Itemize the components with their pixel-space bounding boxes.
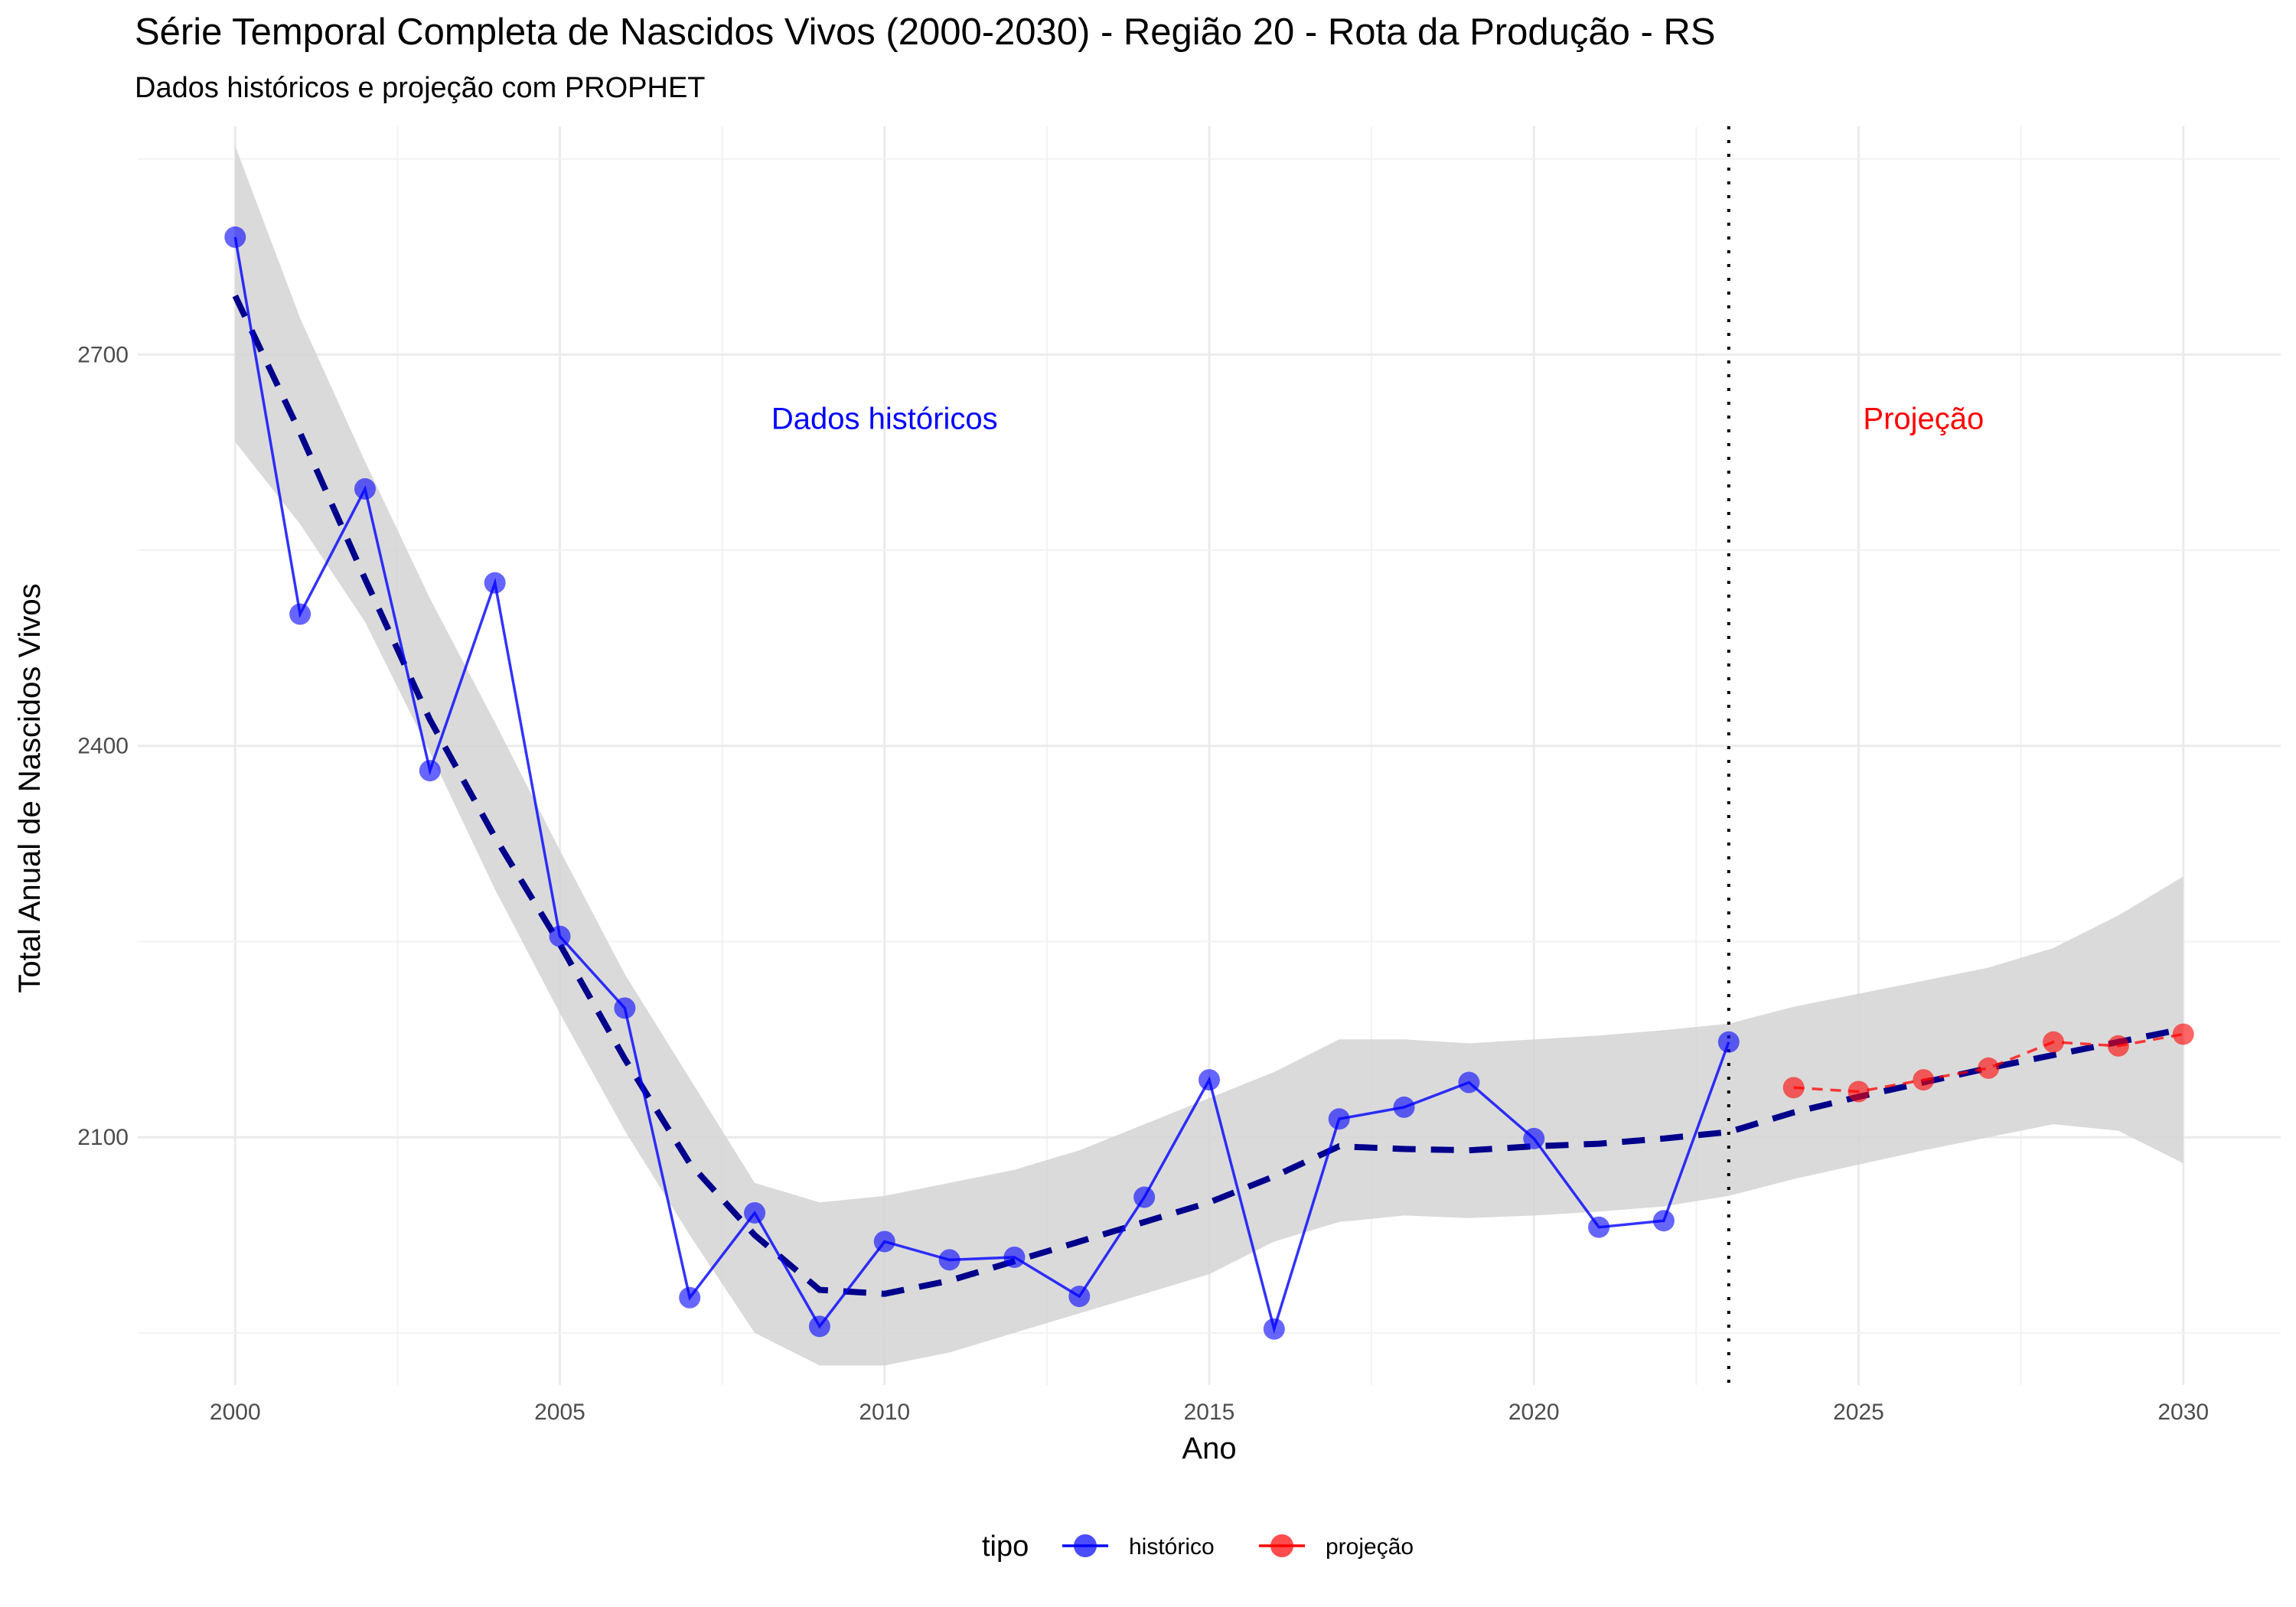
point-projecao xyxy=(2043,1031,2065,1053)
y-tick-label: 2400 xyxy=(77,734,129,759)
annotation-historical: Dados históricos xyxy=(771,402,998,435)
point-historico xyxy=(1717,1031,1740,1053)
point-historico xyxy=(354,478,376,500)
y-axis-title: Total Anual de Nascidos Vivos xyxy=(13,583,47,993)
point-historico xyxy=(1393,1096,1415,1118)
point-historico xyxy=(1588,1216,1610,1238)
point-historico xyxy=(484,572,506,594)
y-tick-label: 2100 xyxy=(77,1125,129,1150)
point-projecao xyxy=(1782,1077,1805,1099)
point-projecao xyxy=(1848,1081,1870,1103)
point-historico xyxy=(1328,1108,1350,1130)
point-historico xyxy=(744,1201,766,1224)
y-axis: 2100 2400 2700 xyxy=(77,342,129,1150)
point-historico xyxy=(549,925,571,947)
x-axis: 2000 2005 2010 2015 2020 2025 2030 xyxy=(210,1400,2209,1425)
point-historico xyxy=(419,760,441,782)
point-historico xyxy=(808,1315,830,1338)
x-tick-label: 2020 xyxy=(1508,1400,1560,1425)
x-tick-label: 2025 xyxy=(1833,1400,1884,1425)
x-tick-label: 2010 xyxy=(859,1400,910,1425)
x-tick-label: 2000 xyxy=(210,1400,261,1425)
legend-marker-projecao xyxy=(1270,1534,1293,1557)
x-axis-title: Ano xyxy=(1182,1432,1236,1465)
point-historico xyxy=(1523,1127,1545,1149)
point-historico xyxy=(938,1249,960,1271)
legend-marker-historico xyxy=(1074,1534,1097,1557)
point-historico xyxy=(1003,1246,1026,1268)
series-line-historico xyxy=(233,236,1730,1335)
point-historico xyxy=(1652,1210,1675,1232)
point-historico xyxy=(1458,1071,1480,1094)
x-tick-label: 2015 xyxy=(1184,1400,1235,1425)
point-projecao xyxy=(1913,1069,1935,1091)
x-tick-label: 2005 xyxy=(534,1400,585,1425)
chart-title: Série Temporal Completa de Nascidos Vivo… xyxy=(135,11,1715,53)
y-tick-label: 2700 xyxy=(77,342,129,367)
data-points xyxy=(224,226,2194,1340)
legend-label-historico: histórico xyxy=(1129,1534,1215,1560)
point-historico xyxy=(873,1231,895,1253)
x-tick-label: 2030 xyxy=(2157,1400,2209,1425)
point-historico xyxy=(1133,1186,1156,1208)
point-projecao xyxy=(2107,1035,2129,1057)
legend-label-projecao: projeção xyxy=(1326,1534,1414,1560)
point-historico xyxy=(1199,1069,1220,1091)
annotation-projection: Projeção xyxy=(1863,402,1984,435)
point-historico xyxy=(1068,1286,1091,1308)
legend: tipo histórico projeção xyxy=(982,1530,1414,1563)
point-historico xyxy=(614,997,636,1019)
point-historico xyxy=(679,1286,701,1309)
point-historico xyxy=(289,603,311,625)
point-historico xyxy=(1263,1318,1285,1340)
point-projecao xyxy=(2172,1023,2194,1045)
confidence-ribbon xyxy=(235,145,2183,1366)
point-historico xyxy=(224,226,246,248)
legend-title: tipo xyxy=(982,1530,1029,1563)
chart-subtitle: Dados históricos e projeção com PROPHET xyxy=(135,72,706,104)
point-projecao xyxy=(1978,1057,2000,1079)
